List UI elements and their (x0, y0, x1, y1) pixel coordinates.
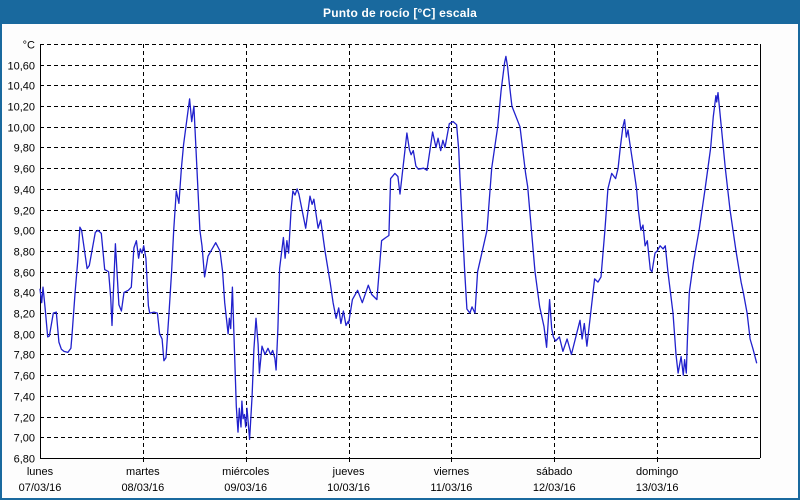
y-tick-label: 9,80 (14, 143, 35, 155)
day-name-label: miércoles (222, 466, 270, 478)
y-tick-label: 8,60 (14, 268, 35, 280)
day-name-label: domingo (636, 466, 678, 478)
day-date-label: 13/03/16 (636, 482, 679, 494)
day-name-label: martes (126, 466, 160, 478)
day-date-label: 10/03/16 (327, 482, 370, 494)
day-date-label: 09/03/16 (224, 482, 267, 494)
day-date-label: 12/03/16 (533, 482, 576, 494)
day-date-label: 11/03/16 (430, 482, 472, 494)
y-tick-label: 10,20 (7, 102, 35, 114)
y-tick-label: 9,60 (14, 164, 35, 176)
y-tick-label: 9,40 (14, 185, 35, 197)
y-tick-label: 10,60 (7, 61, 35, 73)
chart-title: Punto de rocío [°C] escala (2, 2, 798, 24)
y-tick-label: 10,40 (7, 81, 35, 93)
day-date-label: 08/03/16 (121, 482, 164, 494)
y-tick-label: 8,00 (14, 330, 35, 342)
y-tick-label: 8,80 (14, 247, 35, 259)
y-tick-label: 8,20 (14, 309, 35, 321)
day-name-label: lunes (27, 466, 54, 478)
y-tick-label: °C (23, 40, 35, 52)
y-tick-label: 7,20 (14, 413, 35, 425)
day-name-label: viernes (434, 466, 470, 478)
y-tick-label: 8,40 (14, 288, 35, 300)
y-tick-label: 7,80 (14, 350, 35, 362)
y-tick-label: 10,00 (7, 123, 35, 135)
y-tick-label: 7,00 (14, 433, 35, 445)
day-name-label: sábado (536, 466, 572, 478)
y-tick-label: 7,40 (14, 392, 35, 404)
day-name-label: jueves (332, 466, 365, 478)
dewpoint-series-line (39, 55, 758, 441)
y-tick-label: 9,00 (14, 226, 35, 238)
y-tick-label: 7,60 (14, 371, 35, 383)
y-tick-label: 6,80 (14, 454, 35, 466)
y-tick-label: 9,20 (14, 206, 35, 218)
day-date-label: 07/03/16 (19, 482, 62, 494)
